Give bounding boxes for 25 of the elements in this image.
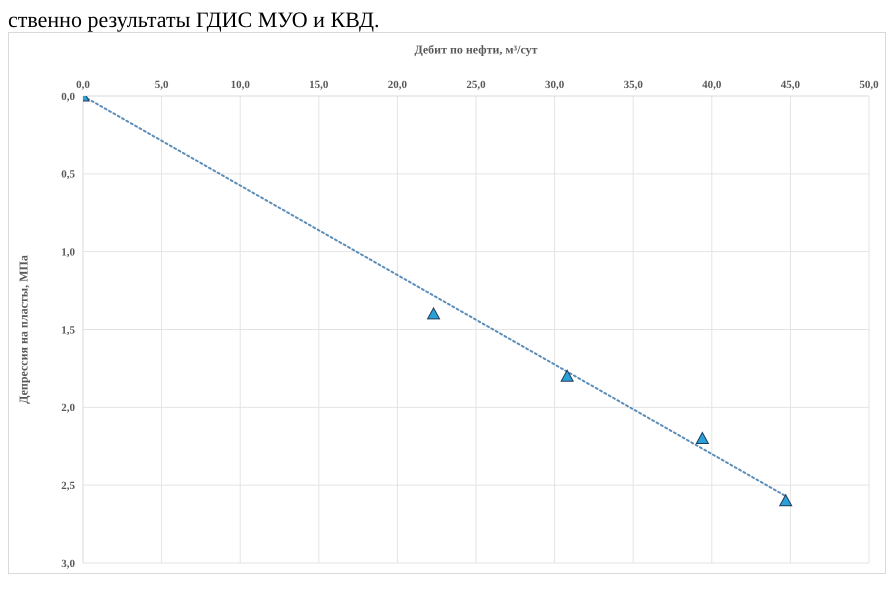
text: ственно результаты ГДИС МУО и КВД. xyxy=(8,7,380,32)
x-tick-label: 15,0 xyxy=(309,79,329,91)
y-tick-label: 1,0 xyxy=(61,246,76,259)
point xyxy=(696,432,709,444)
x-tick-label: 10,0 xyxy=(230,79,250,91)
y-tick-label: 3,0 xyxy=(61,558,76,570)
y-tick-label: 0,5 xyxy=(61,168,76,181)
x-tick-label: 45,0 xyxy=(780,79,801,91)
x-tick-label: 40,0 xyxy=(702,79,722,91)
y-tick-label: 0,0 xyxy=(61,90,76,103)
x-tick-label: 5,0 xyxy=(154,79,169,91)
point xyxy=(427,307,440,320)
x-tick-label: 20,0 xyxy=(388,79,408,91)
y-tick-label: 2,0 xyxy=(61,402,76,414)
x-tick-label: 35,0 xyxy=(624,79,644,91)
y-tick-label: 2,5 xyxy=(61,480,76,492)
x-tick-label: 30,0 xyxy=(544,79,565,91)
y-tick-label: 1,5 xyxy=(61,324,76,336)
x-tick-label: 25,0 xyxy=(466,79,486,91)
x-tick-label: 50,0 xyxy=(859,79,880,91)
x-axis-title: Дебит по нефти, м³/сут xyxy=(414,42,538,57)
y-axis-title: Депрессия на пласты, МПа xyxy=(16,255,30,404)
point xyxy=(779,494,792,506)
point xyxy=(560,370,574,382)
x-tick-label: 0,0 xyxy=(76,79,90,91)
